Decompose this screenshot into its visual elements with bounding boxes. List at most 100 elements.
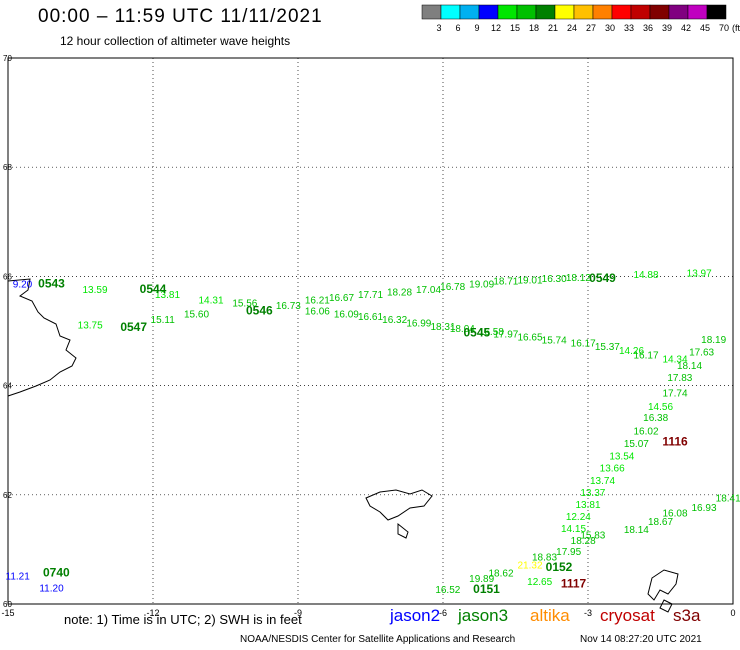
wave-height-label: 13.37 xyxy=(580,488,605,499)
credit-text: NOAA/NESDIS Center for Satellite Applica… xyxy=(240,634,516,645)
wave-height-label: 14.31 xyxy=(198,296,223,307)
wave-height-label: 18.04 xyxy=(450,324,475,335)
scale-tick-label: 21 xyxy=(548,23,558,33)
legend-altika: altika xyxy=(530,606,570,625)
wave-height-label: 18.28 xyxy=(387,288,412,299)
wave-height-label: 15.07 xyxy=(624,439,649,450)
wave-height-label: 19.09 xyxy=(469,279,494,290)
wave-height-label: 15.11 xyxy=(151,315,176,326)
wave-height-label: 16.38 xyxy=(643,413,668,424)
wave-height-label: 16.93 xyxy=(691,503,716,514)
wave-height-label: 16.17 xyxy=(571,338,596,349)
wave-height-label: 17.95 xyxy=(556,547,581,558)
wave-height-label: 13.81 xyxy=(575,500,600,511)
wave-height-label: 12.24 xyxy=(566,512,591,523)
wave-height-label: 16.78 xyxy=(440,282,465,293)
wave-height-label: 15.83 xyxy=(580,530,605,541)
wave-height-label: 18.71 xyxy=(493,277,518,288)
pass-time-label: 0152 xyxy=(546,560,573,574)
y-tick-label: 64 xyxy=(3,382,12,391)
x-tick-label: -9 xyxy=(294,608,302,618)
scale-tick-label: 45 xyxy=(700,23,710,33)
y-tick-label: 66 xyxy=(3,272,12,281)
scale-tick-label: 15 xyxy=(510,23,520,33)
pass-time-label: 1116 xyxy=(662,435,688,449)
legend-cryosat: cryosat xyxy=(600,606,655,625)
y-tick-label: 62 xyxy=(3,491,12,500)
wave-height-label: 16.06 xyxy=(305,307,330,318)
wave-height-label: 11.21 xyxy=(6,571,31,582)
timestamp-text: Nov 14 08:27:20 UTC 2021 xyxy=(580,634,702,645)
wave-height-label: 18.83 xyxy=(532,552,557,563)
wave-height-label: 15.56 xyxy=(232,298,257,309)
scale-tick-label: 18 xyxy=(529,23,539,33)
wave-height-label: 14.15 xyxy=(561,524,586,535)
wave-height-label: 13.74 xyxy=(590,476,615,487)
wave-height-label: 16.52 xyxy=(435,585,460,596)
faroe-islands-coastline xyxy=(365,489,433,539)
wave-height-label: 18.67 xyxy=(648,517,673,528)
scale-tick-label: 39 xyxy=(662,23,672,33)
x-tick-label: -6 xyxy=(439,608,447,618)
wave-height-label: 14.34 xyxy=(662,355,687,366)
page-subtitle: 12 hour collection of altimeter wave hei… xyxy=(60,34,291,48)
wave-height-label: 18.14 xyxy=(624,525,649,536)
y-tick-label: 70 xyxy=(3,54,12,63)
pass-time-label: 1117 xyxy=(561,577,587,591)
wave-height-label: 16.17 xyxy=(633,350,658,361)
x-tick-label: -12 xyxy=(146,608,159,618)
wave-height-label: 9.20 xyxy=(13,279,33,290)
scale-tick-label: 36 xyxy=(643,23,653,33)
pass-time-label: 0151 xyxy=(473,582,500,596)
wave-height-label: 17.74 xyxy=(662,389,687,400)
wave-height-label: 19.89 xyxy=(469,574,494,585)
wave-height-label: 16.99 xyxy=(406,319,431,330)
wave-height-label: 18.12 xyxy=(566,273,591,284)
y-tick-label: 68 xyxy=(3,163,12,172)
wave-height-label: 13.59 xyxy=(82,285,107,296)
wave-height-label: 15.37 xyxy=(595,342,620,353)
wave-height-label: 11.20 xyxy=(39,583,64,594)
scale-tick-label: 3 xyxy=(436,23,441,33)
x-tick-label: 0 xyxy=(730,608,735,618)
wave-height-label: 17.97 xyxy=(493,330,518,341)
wave-height-label: 18.14 xyxy=(677,361,702,372)
iceland-coastline xyxy=(7,278,77,397)
wave-height-label: 16.61 xyxy=(358,312,383,323)
wave-height-label: 18.41 xyxy=(716,493,740,504)
wave-height-label: 16.32 xyxy=(382,315,407,326)
pass-time-label: 0547 xyxy=(120,320,147,334)
wave-height-label: 16.65 xyxy=(517,332,542,343)
shetland-coastline xyxy=(647,569,679,613)
scale-tick-label: 30 xyxy=(605,23,615,33)
wave-height-label: 13.54 xyxy=(609,451,634,462)
x-tick-label: -15 xyxy=(1,608,14,618)
wave-height-label: 13.66 xyxy=(600,463,625,474)
scale-tick-label: 24 xyxy=(567,23,577,33)
wave-height-label: 16.30 xyxy=(542,274,567,285)
wave-height-label: 17.04 xyxy=(416,285,441,296)
scale-tick-label: 9 xyxy=(474,23,479,33)
x-tick-label: -3 xyxy=(584,608,592,618)
legend-jason3: jason3 xyxy=(458,606,509,625)
wave-height-label: 14.56 xyxy=(648,402,673,413)
wave-height-label: 19.01 xyxy=(517,275,542,286)
y-tick-label: 60 xyxy=(3,600,12,609)
wave-height-label: 16.58 xyxy=(479,327,504,338)
scale-swatch xyxy=(706,4,727,20)
pass-time-label: 0740 xyxy=(43,566,70,580)
map-frame xyxy=(7,57,734,605)
wave-height-label: 17.71 xyxy=(358,290,383,301)
pass-time-label: 0549 xyxy=(589,271,616,285)
wave-height-label: 13.81 xyxy=(155,290,180,301)
wave-height-label: 15.74 xyxy=(542,336,567,347)
legend-jason2: jason2 xyxy=(390,606,441,625)
scale-unit: (ft) xyxy=(732,23,740,33)
wave-height-label: 13.97 xyxy=(687,268,712,279)
page-title: 00:00 – 11:59 UTC 11/11/2021 xyxy=(38,6,323,27)
wave-height-label: 16.02 xyxy=(633,427,658,438)
legend-note: note: 1) Time is in UTC; 2) SWH is in fe… xyxy=(64,612,302,627)
wave-height-label: 21.32 xyxy=(517,561,542,572)
